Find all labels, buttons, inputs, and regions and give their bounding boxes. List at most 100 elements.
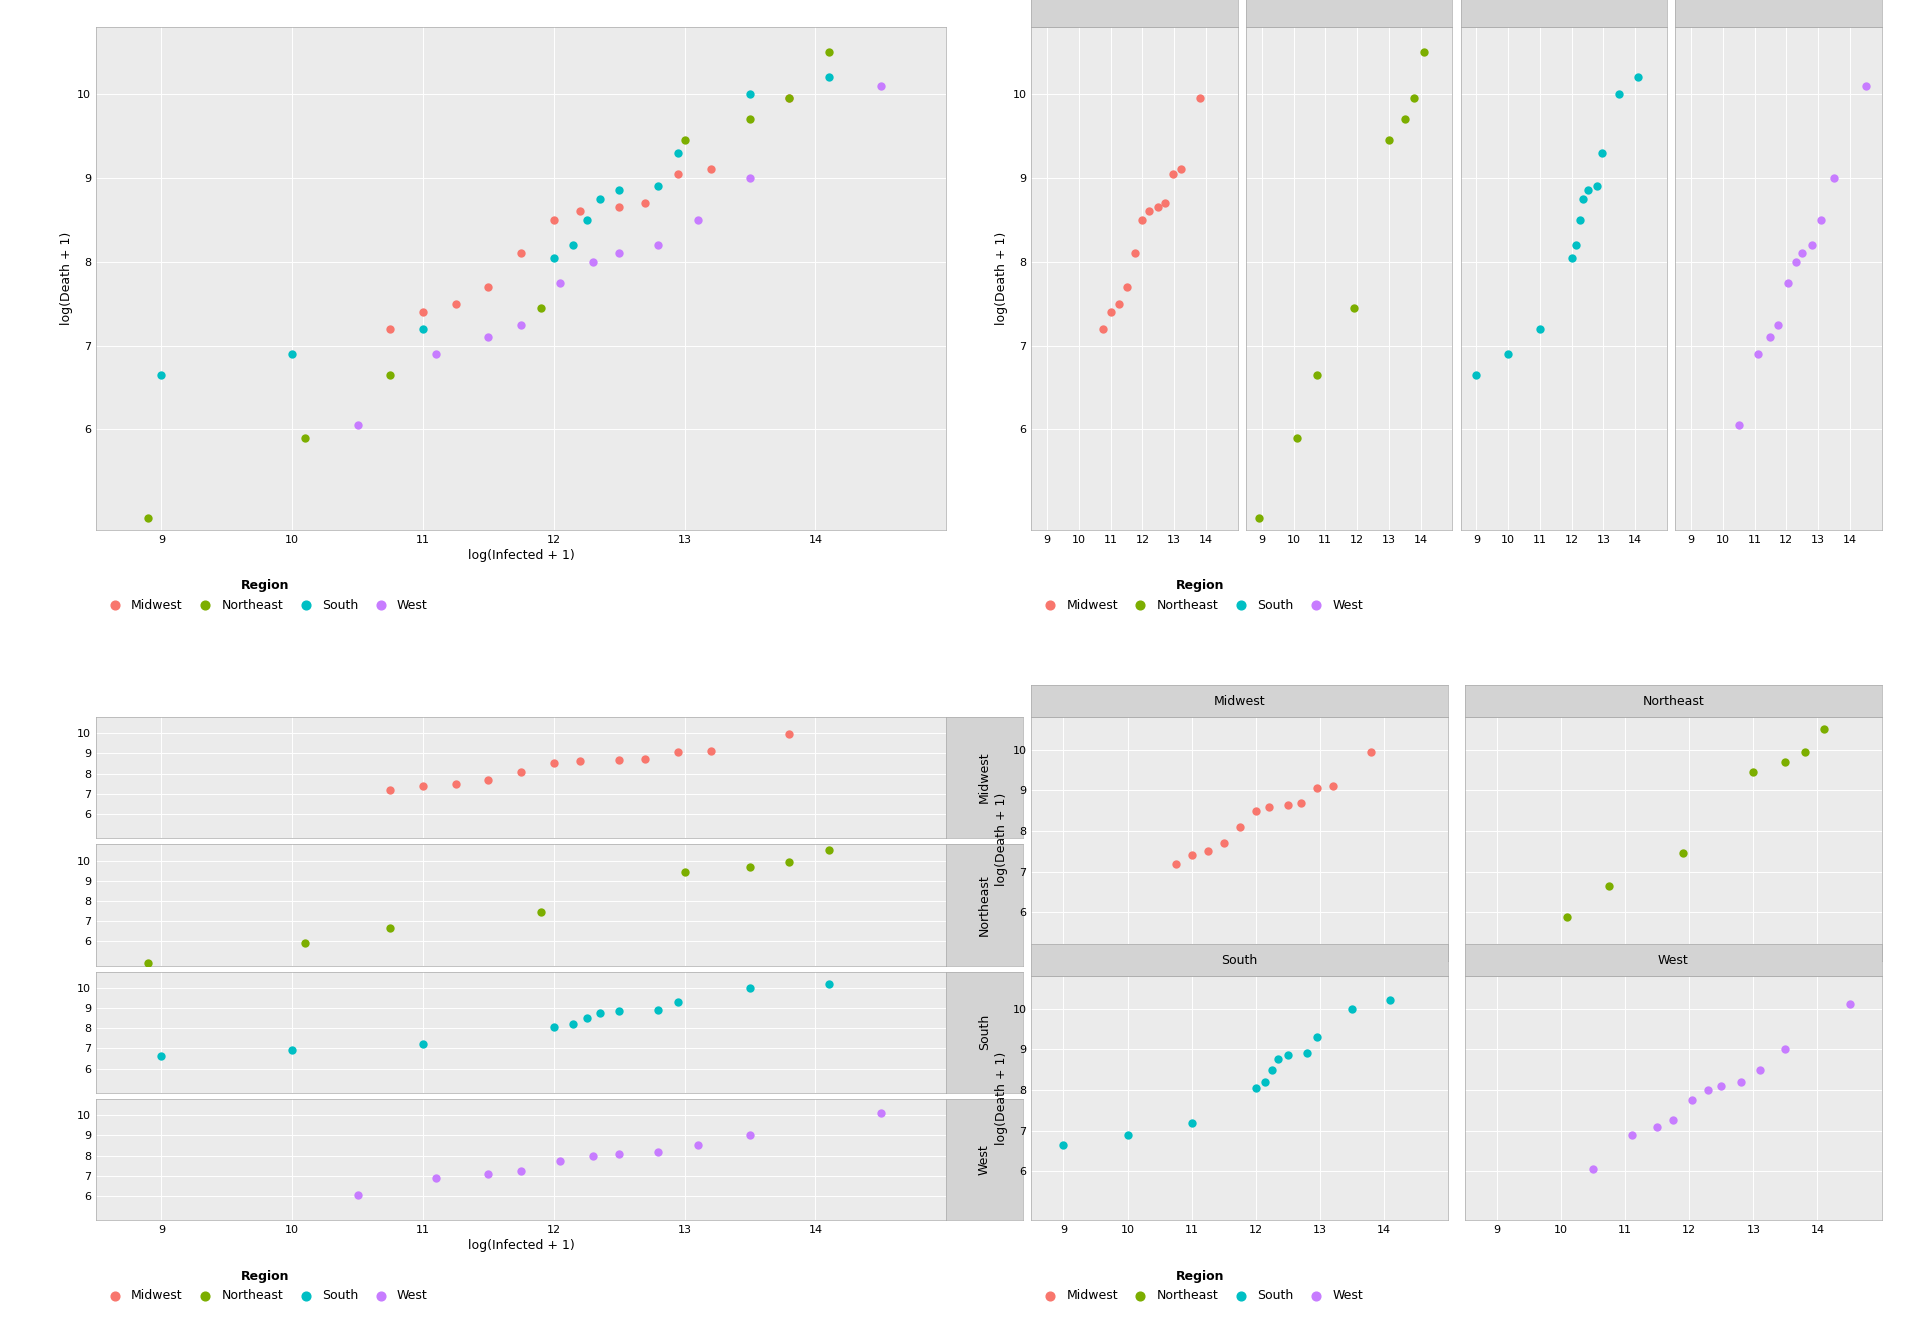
Point [1400, 87, 1430, 109]
Y-axis label: log(Death + 1): log(Death + 1) [995, 793, 1008, 886]
Point [505, 1160, 536, 1181]
Point [662, 992, 693, 1013]
Point [1657, 1110, 1688, 1132]
Point [146, 364, 177, 386]
Point [1755, 327, 1786, 348]
Point [1150, 192, 1181, 214]
Point [538, 247, 568, 269]
Point [440, 293, 470, 314]
Point [735, 109, 766, 130]
Point [578, 1145, 609, 1167]
Point [1256, 1059, 1286, 1081]
Point [472, 1163, 503, 1184]
Point [1177, 844, 1208, 866]
Point [866, 1102, 897, 1124]
Point [584, 1003, 614, 1024]
Point [1594, 875, 1624, 896]
Point [1809, 719, 1839, 741]
Point [1185, 87, 1215, 109]
Point [374, 918, 405, 939]
Point [132, 952, 163, 973]
Point [605, 180, 636, 202]
Point [472, 276, 503, 297]
Point [1281, 427, 1311, 449]
Point [682, 1134, 712, 1156]
Point [1273, 1044, 1304, 1066]
Point [538, 1016, 568, 1038]
Point [1142, 196, 1173, 218]
Point [1302, 1027, 1332, 1048]
Point [814, 840, 845, 862]
Point [1603, 83, 1634, 105]
Point [643, 234, 674, 255]
Point [1087, 319, 1117, 340]
Point [290, 933, 321, 954]
Point [735, 83, 766, 105]
Point [545, 1150, 576, 1172]
Point [662, 163, 693, 184]
Point [1561, 234, 1592, 255]
Point [290, 427, 321, 449]
Point [1524, 319, 1555, 340]
Point [1302, 364, 1332, 386]
Point [276, 343, 307, 364]
Point [570, 1008, 601, 1030]
Point [630, 192, 660, 214]
Point [643, 1141, 674, 1163]
Point [1244, 507, 1275, 528]
Point [1240, 800, 1271, 821]
Point [1336, 997, 1367, 1019]
Point [605, 1000, 636, 1021]
Point [538, 210, 568, 231]
Point [1788, 242, 1818, 263]
Point [735, 167, 766, 188]
Point [643, 1000, 674, 1021]
Point [570, 210, 601, 231]
Point [695, 159, 726, 180]
Point [1104, 293, 1135, 314]
Point [662, 142, 693, 164]
Point [407, 301, 438, 323]
Point [1834, 993, 1864, 1015]
Point [682, 210, 712, 231]
Point [146, 1044, 177, 1066]
Point [1048, 1134, 1079, 1156]
Point [1551, 906, 1582, 927]
Y-axis label: log(Death + 1): log(Death + 1) [995, 1051, 1008, 1145]
Point [1240, 1077, 1271, 1098]
Point [526, 902, 557, 923]
X-axis label: log(Infected + 1): log(Infected + 1) [1404, 1250, 1509, 1263]
Point [814, 66, 845, 87]
Point [276, 1040, 307, 1062]
Point [342, 414, 372, 435]
Point [774, 87, 804, 109]
Point [605, 196, 636, 218]
Point [1208, 832, 1238, 853]
Point [374, 319, 405, 340]
Point [1375, 989, 1405, 1011]
Point [440, 773, 470, 794]
Legend: Midwest, Northeast, South, West: Midwest, Northeast, South, West [102, 1270, 428, 1302]
Point [1263, 1048, 1294, 1070]
Point [1409, 42, 1440, 63]
Point [584, 188, 614, 210]
Point [1390, 109, 1421, 130]
Point [1338, 297, 1369, 319]
Point [505, 761, 536, 782]
X-axis label: log(Infected + 1): log(Infected + 1) [468, 550, 574, 562]
Point [505, 314, 536, 336]
Point [1770, 751, 1801, 773]
Point [670, 129, 701, 151]
Point [670, 862, 701, 883]
Point [1494, 343, 1524, 364]
Y-axis label: log(Death + 1): log(Death + 1) [995, 233, 1008, 325]
Point [1789, 741, 1820, 762]
Point [1165, 159, 1196, 180]
Point [578, 251, 609, 273]
Point [342, 1184, 372, 1206]
Point [1582, 176, 1613, 198]
Point [472, 769, 503, 790]
Point [1724, 414, 1755, 435]
Point [866, 75, 897, 97]
Point [774, 851, 804, 872]
